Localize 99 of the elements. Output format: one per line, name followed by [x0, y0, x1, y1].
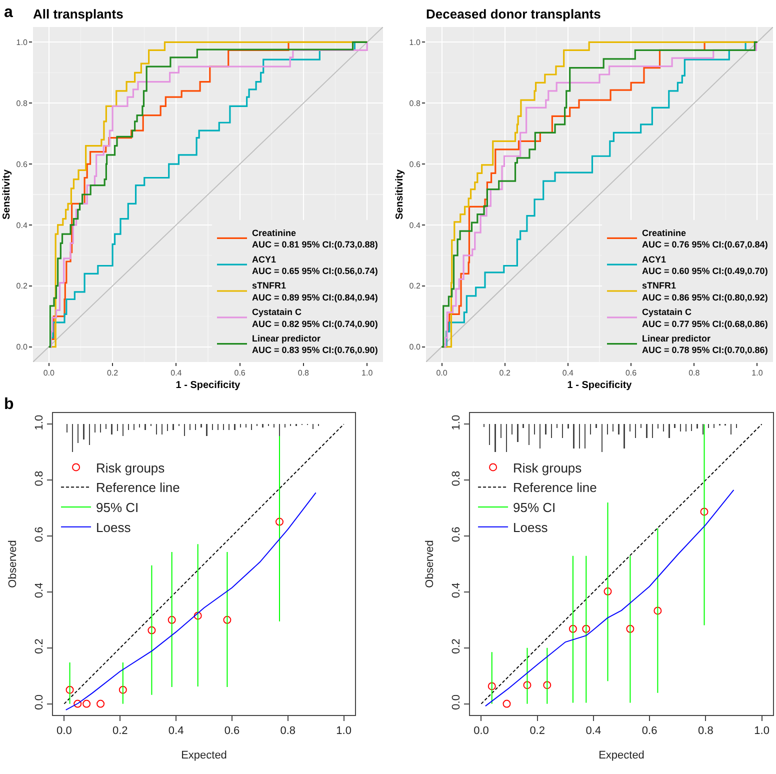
point — [66, 686, 74, 694]
legend-label: Reference line — [96, 480, 180, 496]
x-tick-label: 0.8 — [280, 725, 296, 738]
y-tick-label: 1.0 — [34, 414, 46, 430]
text: a — [4, 4, 13, 21]
point — [543, 681, 552, 690]
y-tick-label: 0.0 — [409, 342, 421, 352]
point — [223, 616, 232, 624]
point — [568, 624, 577, 633]
x-axis-title: Expected — [598, 749, 644, 762]
x-tick-label: 0.8 — [688, 368, 700, 378]
y-tick-label: 0.2 — [409, 282, 421, 291]
point — [604, 587, 612, 596]
y-tick-label: 0.4 — [16, 220, 28, 230]
x-tick-label: 0.2 — [499, 368, 511, 378]
x-tick-label: 0.4 — [168, 725, 184, 738]
x-tick-label: 0.6 — [234, 368, 246, 378]
legend-label: Cystatain C AUC = 0.82 95% CI:(0.74,0.90) — [252, 307, 378, 329]
x-tick-label: 0.6 — [642, 725, 658, 738]
x-tick-label: 0.2 — [530, 725, 545, 738]
point — [488, 682, 496, 690]
y-tick-label: 0.8 — [34, 470, 46, 486]
x-tick-label: 0.2 — [112, 725, 128, 738]
y-tick-label: 0.8 — [409, 98, 421, 108]
legend-label: Risk groups — [513, 460, 582, 476]
legend-label: Cystatain C AUC = 0.77 95% CI:(0.68,0.86) — [642, 307, 768, 329]
point — [168, 616, 176, 624]
legend-label: Loess — [96, 520, 132, 535]
x-tick-label: 0.2 — [106, 368, 119, 378]
y-axis-title: Sensitivity — [394, 169, 406, 220]
point — [582, 624, 590, 633]
x-tick-label: 1.0 — [752, 368, 764, 378]
y-tick-label: 0.6 — [34, 526, 46, 542]
x-tick-label: 1.0 — [754, 725, 770, 738]
legend-label: sTNFR1 AUC = 0.89 95% CI:(0.84,0.94) — [252, 280, 378, 302]
y-tick-label: 0.4 — [409, 220, 421, 230]
legend-label: 95% CI — [513, 500, 556, 516]
y-tick-label: 0.0 — [450, 694, 463, 710]
point — [118, 686, 127, 694]
y-tick-label: 0.2 — [16, 282, 28, 291]
x-tick-label: 0.0 — [474, 725, 489, 738]
y-tick-label: 0.2 — [450, 638, 463, 654]
text: b — [4, 396, 14, 413]
x-tick-label: 0.6 — [224, 725, 240, 738]
x-tick-label: 0.4 — [170, 368, 182, 378]
legend-label: Creatinine AUC = 0.81 95% CI:(0.73,0.88) — [252, 228, 378, 250]
y-tick-label: 1.0 — [409, 38, 421, 48]
y-tick-label: 0.6 — [409, 160, 421, 169]
legend-label: ACY1 AUC = 0.65 95% CI:(0.56,0.74) — [252, 254, 378, 276]
point — [96, 700, 105, 708]
point — [276, 518, 284, 526]
x-tick-label: 1.0 — [336, 725, 352, 738]
legend-label: Creatinine AUC = 0.76 95% CI:(0.67,0.84) — [642, 228, 768, 250]
point — [82, 700, 91, 708]
y-tick-label: 1.0 — [450, 414, 463, 430]
x-tick-label: 0.0 — [436, 368, 448, 378]
y-tick-label: 0.8 — [450, 470, 463, 486]
x-axis-title: Expected — [181, 749, 227, 762]
y-tick-label: 0.6 — [450, 526, 463, 542]
y-tick-label: 1.0 — [16, 38, 28, 48]
point — [74, 700, 82, 708]
x-tick-label: 0.6 — [625, 368, 638, 378]
chart-title: Deceased donor transplants — [426, 6, 601, 22]
y-tick-label: 0.8 — [16, 98, 28, 108]
x-tick-label: 1.0 — [362, 368, 374, 378]
legend-label: 95% CI — [96, 500, 139, 516]
y-tick-label: 0.0 — [16, 342, 28, 352]
legend-label: sTNFR1 AUC = 0.86 95% CI:(0.80,0.92) — [642, 280, 768, 302]
x-tick-label: 0.0 — [56, 725, 72, 738]
x-axis-title: 1 - Specificity — [567, 380, 632, 392]
x-tick-label: 0.8 — [298, 368, 310, 378]
legend-label: ACY1 AUC = 0.60 95% CI:(0.49,0.70) — [642, 254, 768, 276]
x-tick-label: 0.4 — [562, 368, 574, 378]
y-axis-title: Observed — [424, 540, 436, 588]
point — [148, 626, 156, 634]
y-tick-label: 0.6 — [16, 160, 28, 169]
legend-label: Loess — [513, 520, 548, 535]
y-tick-label: 0.4 — [34, 582, 46, 598]
x-tick-label: 0.8 — [698, 725, 714, 738]
legend-label: Risk groups — [96, 460, 166, 476]
line-series — [65, 492, 316, 710]
y-tick-label: 0.0 — [34, 694, 46, 710]
x-tick-label: 0.4 — [586, 725, 602, 738]
point — [523, 681, 532, 690]
legend-label: Linear predictor AUC = 0.78 95% CI:(0.70,0.86) — [642, 333, 768, 356]
chart-title: All transplants — [33, 6, 124, 22]
point — [626, 624, 634, 633]
y-axis-title: Observed — [7, 540, 20, 588]
x-axis-title: 1 - Specificity — [176, 380, 241, 392]
y-tick-label: 0.4 — [450, 582, 463, 598]
legend-label: Reference line — [513, 480, 597, 496]
point — [654, 606, 662, 615]
y-axis-title: Sensitivity — [1, 169, 12, 220]
y-tick-label: 0.2 — [34, 638, 46, 654]
x-tick-label: 0.0 — [43, 368, 56, 378]
point — [502, 700, 511, 708]
point — [194, 612, 202, 620]
legend-label: Linear predictor AUC = 0.83 95% CI:(0.76,0.90) — [252, 333, 378, 356]
point — [700, 508, 708, 516]
